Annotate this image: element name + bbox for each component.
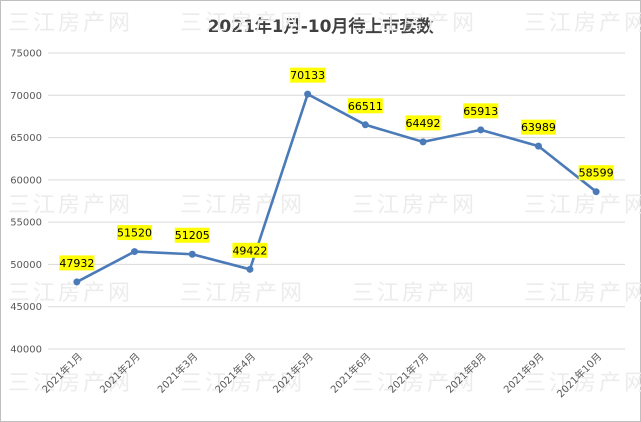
data-label-text: 63989 [521,121,556,134]
watermark-text: 三江房产网 [180,281,305,306]
y-tick-label: 50000 [10,260,42,271]
watermark-text: 三江房产网 [352,193,477,218]
y-tick-label: 65000 [10,133,42,144]
y-tick-label: 75000 [10,49,42,60]
y-tick-label: 45000 [10,302,42,313]
y-tick-label: 55000 [10,218,42,229]
data-label: 66511 [347,98,383,114]
series-line [76,92,597,284]
data-label: 51520 [117,225,153,241]
data-label-text: 58599 [579,167,614,180]
data-labels: 47932 51520 51205 49422 70133 66511 64492 65913… [59,67,614,271]
data-point [419,138,427,146]
data-label: 47932 [59,255,95,271]
data-label: 63989 [520,119,556,135]
watermark-text: 三江房产网 [8,11,133,36]
data-label-text: 49422 [232,244,267,257]
series-layer [73,90,600,286]
watermark-text: 三江房产网 [180,193,305,218]
y-tick-label: 70000 [10,91,42,102]
data-label-text: 64492 [406,117,441,130]
data-point [73,278,81,286]
watermark-text: 三江房产网 [180,371,305,396]
watermark-text: 三江房产网 [8,371,133,396]
data-point [246,265,254,273]
watermark-text: 三江房产网 [352,281,477,306]
data-point [477,126,485,134]
data-label: 65913 [463,103,499,119]
data-label-bg [405,115,441,131]
data-point [361,121,369,129]
data-label: 70133 [290,67,326,83]
data-label-bg [463,103,499,119]
data-label: 58599 [578,165,614,181]
grid-lines [48,52,625,350]
watermark-text: 三江房产网 [352,371,477,396]
y-axis-ticks: 40000 45000 50000 55000 60000 65000 70000 75000 [10,49,42,356]
data-label: 51205 [174,227,210,243]
y-tick-label: 40000 [10,345,42,356]
data-label-text: 51520 [117,227,152,240]
data-label-text: 65913 [463,105,498,118]
data-label-bg [174,227,210,243]
data-label-bg [347,98,383,114]
y-tick-label: 60000 [10,175,42,186]
data-point [304,90,312,98]
data-label-bg [232,242,268,258]
data-point [592,188,600,196]
watermark-text: 三江房产网 [524,11,641,36]
watermark-text: 三江房产网 [524,371,641,396]
watermark-text: 三江房产网 [8,193,133,218]
data-label-text: 70133 [290,69,325,82]
watermark-text: 三江房产网 [180,11,305,36]
data-label-text: 66511 [348,100,383,113]
data-label-text: 47932 [59,257,94,270]
watermark-text: 三江房产网 [524,193,641,218]
data-point [131,248,139,256]
data-point [534,142,542,150]
watermark-text: 三江房产网 [8,281,133,306]
data-point [188,250,196,258]
data-label: 64492 [405,115,441,131]
data-label-bg [520,119,556,135]
data-label-text: 51205 [175,229,210,242]
watermark-text: 三江房产网 [524,281,641,306]
data-label-bg [290,67,326,83]
data-label: 49422 [232,242,268,258]
data-label-bg [117,225,153,241]
watermark-text: 三江房产网 [352,11,477,36]
data-label-bg [59,255,95,271]
data-label-bg [578,165,614,181]
chart-title: 2021年1月-10月待上市套数 [207,17,434,37]
